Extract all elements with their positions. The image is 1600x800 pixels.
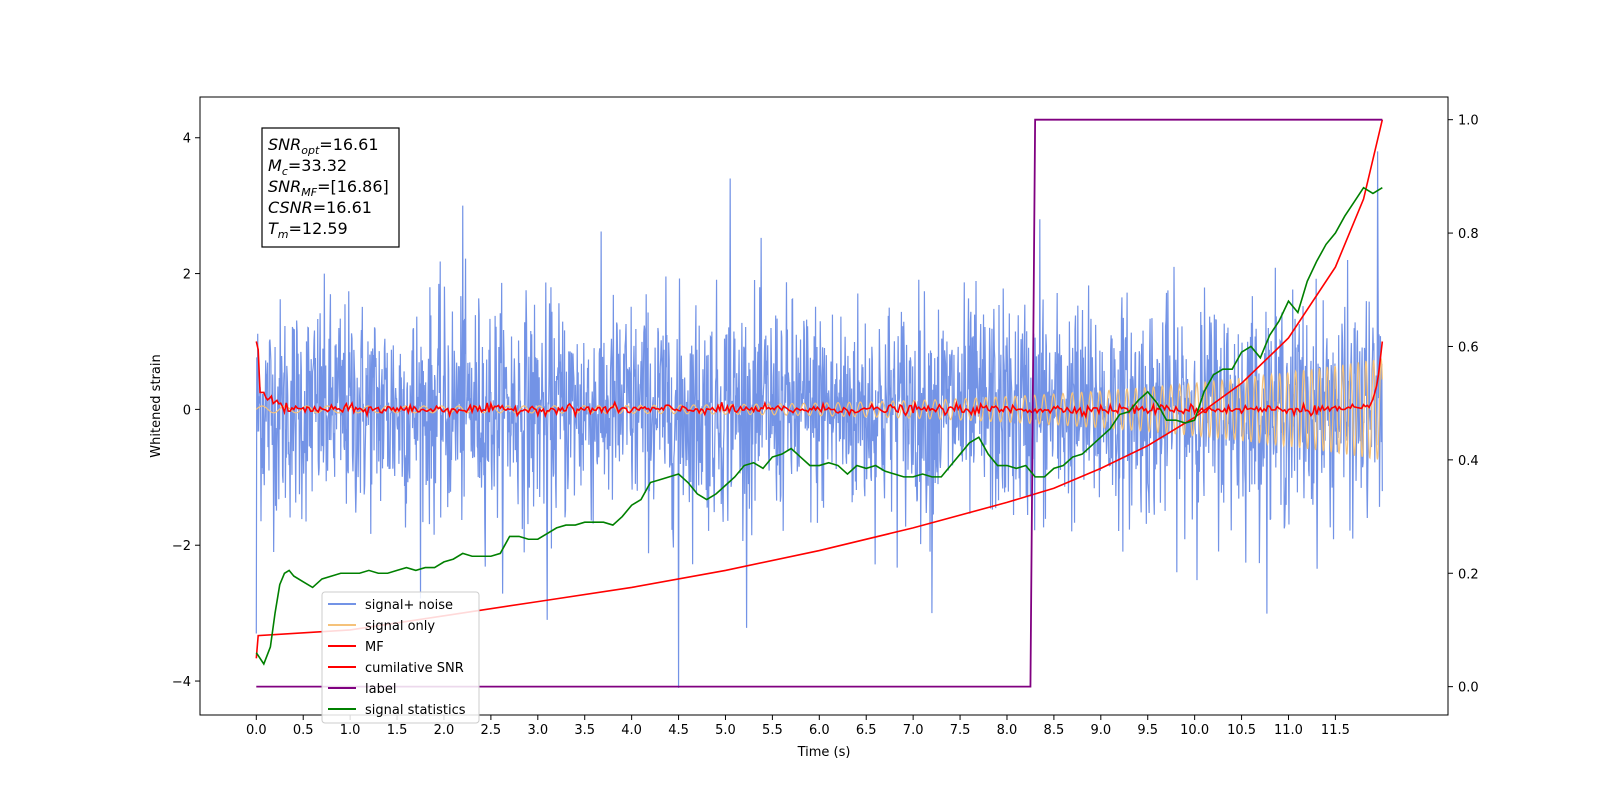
x-axis: 0.0 0.5 1.0 1.5 2.0 2.5 3.0 3.5 4.0 4.5 5.0 5.5 6.0 6… xyxy=(246,715,1350,738)
axes-frame xyxy=(199,96,1449,716)
y-axis-label: Whitened strain xyxy=(149,354,164,457)
x-tick-label: 3.5 xyxy=(574,723,595,738)
y-left-tick-label: 2 xyxy=(183,268,191,283)
y-right-tick-label: 1.0 xyxy=(1458,114,1479,129)
legend-frame xyxy=(321,591,480,724)
y-left-tick-label: −4 xyxy=(172,675,191,690)
x-tick-label: 6.5 xyxy=(856,723,877,738)
x-tick-label: 0.0 xyxy=(246,723,267,738)
series-label xyxy=(256,118,1383,688)
x-tick-label: 6.0 xyxy=(809,723,830,738)
legend-label: MF xyxy=(365,640,384,655)
y-right-tick-label: 0.4 xyxy=(1458,454,1479,469)
annotation-line: SNRopt=16.61 xyxy=(268,135,379,157)
legend-label: cumilative SNR xyxy=(365,661,464,676)
legend: signal+ noise signal only MF cumilative SNR… xyxy=(321,591,480,724)
y-right-tick-label: 0.8 xyxy=(1458,227,1479,242)
x-axis-label: Time (s) xyxy=(797,745,851,760)
legend-label: signal only xyxy=(365,619,435,634)
x-tick-label: 2.5 xyxy=(481,723,502,738)
y-right-tick-label: 0.6 xyxy=(1458,340,1479,355)
annotation-line: Tm=12.59 xyxy=(268,219,348,241)
y-axis-right: 0.0 0.2 0.4 0.6 0.8 1.0 xyxy=(1448,114,1479,696)
x-tick-label: 0.5 xyxy=(293,723,314,738)
x-tick-label: 7.5 xyxy=(950,723,971,738)
y-left-tick-label: 0 xyxy=(183,403,191,418)
x-tick-label: 11.5 xyxy=(1321,723,1350,738)
x-tick-label: 1.5 xyxy=(387,723,408,738)
annotation-line: CSNR=16.61 xyxy=(268,198,372,217)
y-right-tick-label: 0.2 xyxy=(1458,567,1479,582)
x-tick-label: 7.0 xyxy=(903,723,924,738)
x-tick-label: 10.5 xyxy=(1227,723,1256,738)
legend-label: signal statistics xyxy=(365,703,466,718)
series-signal-statistics xyxy=(255,186,1383,666)
x-tick-label: 8.0 xyxy=(997,723,1018,738)
legend-label: signal+ noise xyxy=(365,598,453,613)
x-tick-label: 5.5 xyxy=(762,723,783,738)
x-tick-label: 3.0 xyxy=(527,723,548,738)
annotation-frame xyxy=(261,127,400,248)
y-right-tick-label: 0.0 xyxy=(1458,681,1479,696)
y-left-tick-label: 4 xyxy=(183,132,191,147)
series-mf xyxy=(255,341,1384,420)
x-tick-label: 10.0 xyxy=(1180,723,1209,738)
annotation-line: Mc=33.32 xyxy=(268,156,347,178)
x-tick-label: 2.0 xyxy=(434,723,455,738)
x-tick-label: 4.0 xyxy=(621,723,642,738)
x-tick-label: 8.5 xyxy=(1044,723,1065,738)
x-tick-label: 9.0 xyxy=(1090,723,1111,738)
legend-label: label xyxy=(365,682,396,697)
series-signal-only xyxy=(255,358,1383,460)
annotation-line: SNRMF=[16.86] xyxy=(268,177,389,199)
x-tick-label: 11.0 xyxy=(1274,723,1303,738)
y-axis-left: −4 −2 0 2 4 xyxy=(172,132,200,690)
x-tick-label: 1.0 xyxy=(340,723,361,738)
x-tick-label: 5.0 xyxy=(715,723,736,738)
x-tick-label: 4.5 xyxy=(668,723,689,738)
x-tick-label: 9.5 xyxy=(1137,723,1158,738)
y-left-tick-label: −2 xyxy=(172,539,191,554)
stats-annotation-box: SNRopt=16.61Mc=33.32SNRMF=[16.86]CSNR=16… xyxy=(261,127,400,248)
